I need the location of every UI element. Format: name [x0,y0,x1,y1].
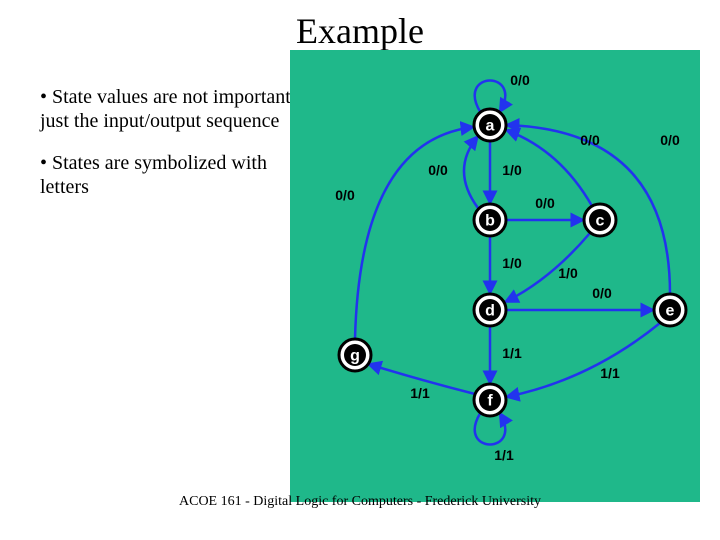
state-diagram-svg: 0/0 1/0 0/0 0/0 0/0 1/0 1/0 0/0 0/0 1/1 1/1 1/1 1/1 0… [290,50,700,502]
edge-label: 0/0 [580,132,600,148]
state-node-label: g [350,348,360,365]
state-node-g: g [339,339,371,371]
state-node-label: d [485,303,495,320]
state-node-label: e [666,303,675,320]
edge-label: 1/0 [558,265,578,281]
edge-label: 0/0 [535,195,555,211]
state-node-d: d [474,294,506,326]
state-diagram: 0/0 1/0 0/0 0/0 0/0 1/0 1/0 0/0 0/0 1/1 1/1 1/1 1/1 0… [290,50,700,502]
state-node-label: a [486,118,495,135]
edge-label: 1/0 [502,162,522,178]
bullet-item: • State values are not important just th… [40,85,300,133]
state-node-c: c [584,204,616,236]
edge-label: 1/0 [502,255,522,271]
edge-label: 1/1 [502,345,522,361]
state-node-e: e [654,294,686,326]
state-node-label: b [485,213,495,230]
footer-text: ACOE 161 - Digital Logic for Computers -… [0,494,720,510]
state-node-label: f [487,393,493,410]
bullet-item: • States are symbolized with letters [40,151,300,199]
state-node-f: f [474,384,506,416]
edge-label: 0/0 [428,162,448,178]
state-node-label: c [596,213,605,230]
edge-label: 0/0 [660,132,680,148]
bullet-list: • State values are not important just th… [40,85,300,217]
edge-label: 0/0 [592,285,612,301]
state-node-b: b [474,204,506,236]
page-title: Example [0,10,720,52]
edge-label: 1/1 [410,385,430,401]
edge-label: 1/1 [600,365,620,381]
state-node-a: a [474,109,506,141]
edge-label: 0/0 [335,187,355,203]
edge-label: 1/1 [494,447,514,463]
edge-label: 0/0 [510,72,530,88]
